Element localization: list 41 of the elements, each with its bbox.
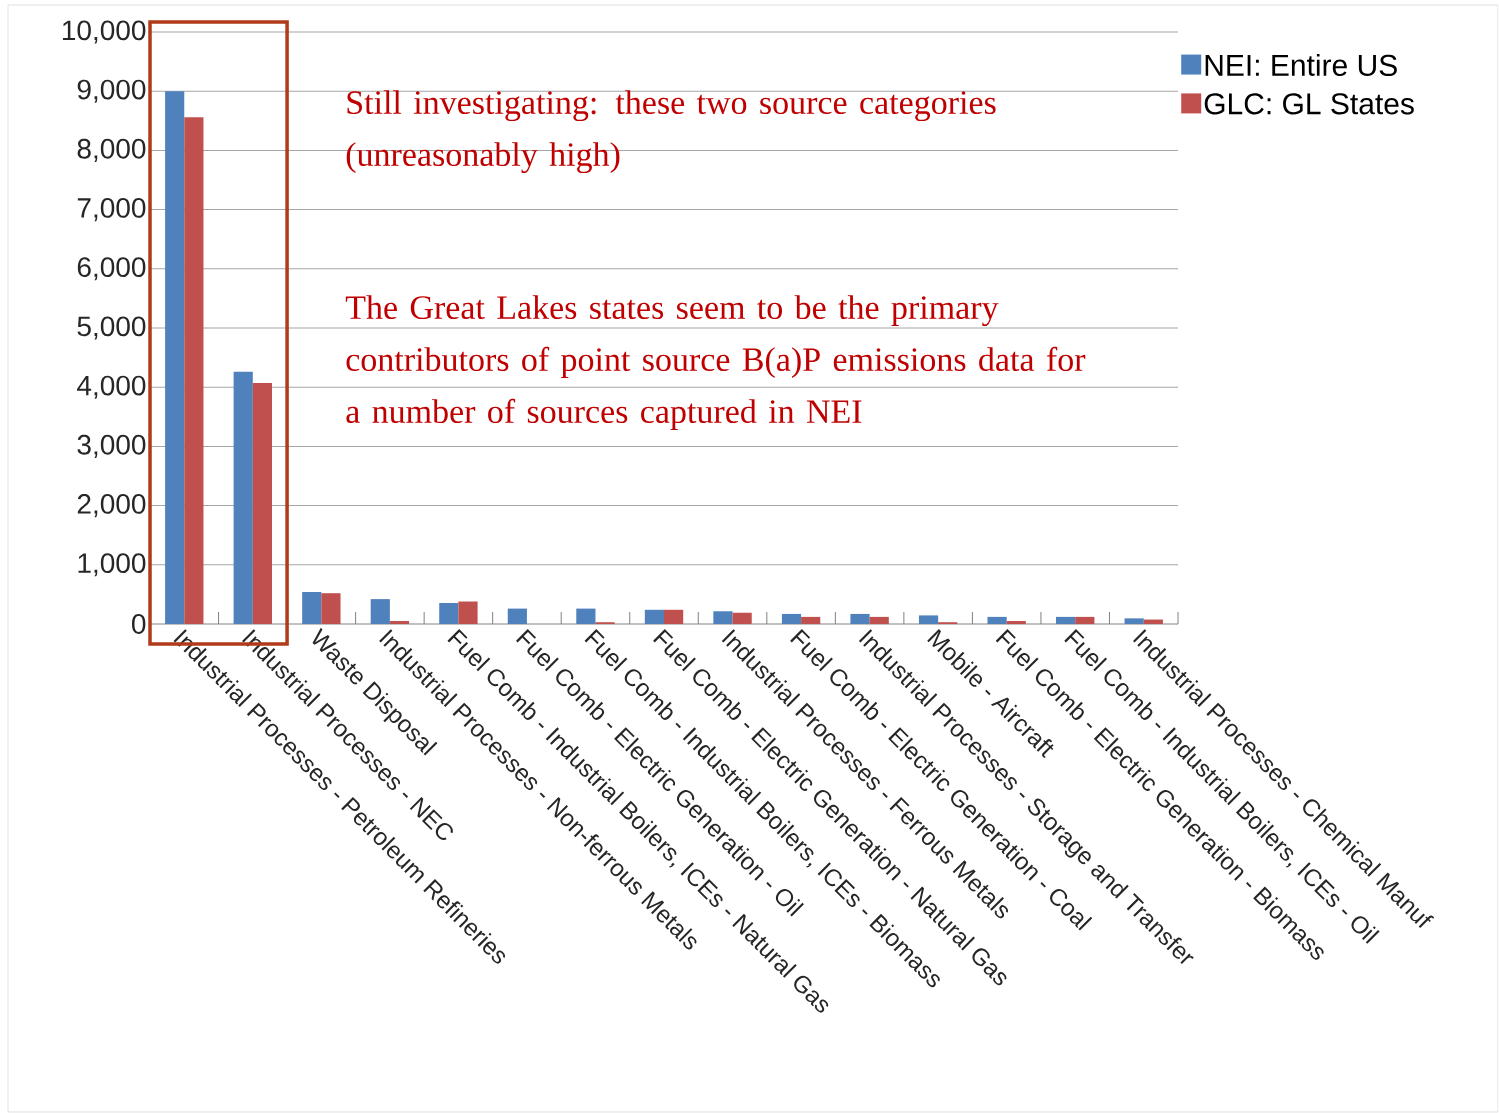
bar (664, 609, 684, 624)
bar (576, 608, 596, 624)
y-tick-label: 4,000 (77, 375, 146, 399)
y-tick-label: 2,000 (77, 494, 146, 518)
bar (918, 615, 939, 624)
bar (252, 383, 272, 624)
y-tick-label: 6,000 (77, 257, 146, 281)
legend-label: GLC: GL States (1204, 93, 1414, 115)
bar (1056, 616, 1076, 624)
bar (439, 602, 459, 624)
bar (732, 612, 752, 624)
bar (1124, 618, 1144, 624)
bar (869, 616, 889, 624)
bar (987, 616, 1007, 624)
bar (850, 613, 870, 624)
bar (713, 611, 733, 624)
y-tick-label: 1,000 (78, 553, 146, 577)
bar (184, 117, 204, 624)
annotation: Still investigating: these two source categories (unreasonably high) (346, 90, 996, 174)
bar (370, 599, 390, 624)
bar (458, 601, 478, 624)
bar (1006, 621, 1026, 624)
bar (165, 91, 185, 624)
annotation: The Great Lakes states seem to be the primary contributors of point source B(a)P emissions data for a number of sources captured in NEI (345, 295, 1086, 431)
bar (321, 593, 341, 624)
y-tick-label: 0 (132, 614, 146, 634)
y-tick-label: 7,000 (77, 198, 146, 222)
bar (233, 371, 253, 624)
y-tick-label: 9,000 (77, 79, 146, 103)
y-tick-label: 3,000 (77, 434, 146, 458)
legend-label: NEI: Entire US (1205, 53, 1397, 76)
bar (644, 609, 665, 624)
bar (302, 592, 322, 624)
y-tick-label: 5,000 (77, 316, 146, 340)
bar (781, 613, 802, 624)
bar (801, 616, 821, 624)
bar (507, 608, 527, 624)
bar (1075, 616, 1095, 624)
bar (389, 621, 410, 624)
y-tick-label: 8,000 (77, 138, 146, 162)
y-tick-label: 10,000 (62, 20, 146, 44)
